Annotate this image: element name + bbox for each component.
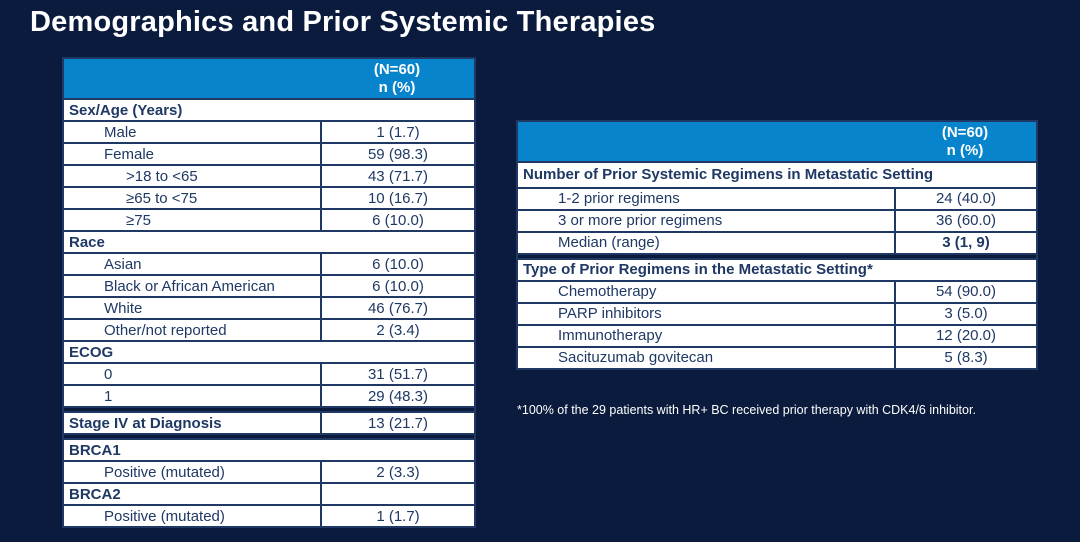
section-gap — [64, 408, 474, 412]
row-value: 2 (3.4) — [320, 320, 474, 341]
row-value: 3 (1, 9) — [894, 232, 1036, 253]
section-label: Sex/Age (Years) — [69, 101, 183, 119]
row-value: 59 (98.3) — [320, 144, 474, 165]
row-value: 10 (16.7) — [320, 188, 474, 209]
header-n-line1: (N=60) — [373, 61, 421, 78]
footnote: *100% of the 29 patients with HR+ BC rec… — [517, 403, 976, 417]
row-label: BRCA2 — [69, 485, 121, 503]
table-row: White 46 (76.7) — [64, 298, 474, 319]
row-label: 1 — [104, 387, 113, 405]
prior-therapies-table: (N=60) n (%) Number of Prior Systemic Re… — [516, 120, 1038, 370]
row-value: 43 (71.7) — [320, 166, 474, 187]
table-section-row: Type of Prior Regimens in the Metastatic… — [518, 259, 1036, 280]
section-gap — [518, 254, 1036, 258]
table-row: BRCA2 — [64, 484, 474, 505]
table-row: 1 29 (48.3) — [64, 386, 474, 407]
table-row: Stage IV at Diagnosis 13 (21.7) — [64, 413, 474, 434]
row-label: >18 to <65 — [126, 167, 198, 185]
table-row: Positive (mutated) 2 (3.3) — [64, 462, 474, 483]
row-label: White — [104, 299, 143, 317]
table-row: Other/not reported 2 (3.4) — [64, 320, 474, 341]
table-row: ≥65 to <75 10 (16.7) — [64, 188, 474, 209]
table-row: 3 or more prior regimens 36 (60.0) — [518, 210, 1036, 231]
prior-therapies-table-header-row: (N=60) n (%) — [518, 122, 1036, 162]
row-value: 1 (1.7) — [320, 506, 474, 527]
section-label: Type of Prior Regimens in the Metastatic… — [523, 261, 873, 279]
table-row: Median (range) 3 (1, 9) — [518, 232, 1036, 253]
row-value: 2 (3.3) — [320, 462, 474, 483]
row-value: 54 (90.0) — [894, 281, 1036, 302]
table-section-row: Number of Prior Systemic Regimens in Met… — [518, 163, 1036, 187]
table-row: Immunotherapy 12 (20.0) — [518, 325, 1036, 346]
row-label: Female — [104, 145, 155, 163]
row-value: 24 (40.0) — [894, 188, 1036, 209]
table-row: Positive (mutated) 1 (1.7) — [64, 506, 474, 527]
row-value: 6 (10.0) — [320, 276, 474, 297]
table-row: Female 59 (98.3) — [64, 144, 474, 165]
row-value: 12 (20.0) — [894, 325, 1036, 346]
section-label: BRCA1 — [69, 441, 121, 459]
demographics-table: (N=60) n (%) Sex/Age (Years) Male 1 (1.7) F… — [62, 57, 476, 529]
table-row: PARP inhibitors 3 (5.0) — [518, 303, 1036, 324]
header-n-line2: n (%) — [946, 141, 984, 159]
table-section-row: Race — [64, 232, 474, 253]
table-section-row: Sex/Age (Years) — [64, 100, 474, 121]
row-label: PARP inhibitors — [558, 305, 662, 323]
row-label: Median (range) — [558, 234, 660, 252]
row-label: Chemotherapy — [558, 283, 657, 301]
table-row: >18 to <65 43 (71.7) — [64, 166, 474, 187]
table-row: 1-2 prior regimens 24 (40.0) — [518, 188, 1036, 209]
table-row: Asian 6 (10.0) — [64, 254, 474, 275]
row-label: 0 — [104, 365, 113, 383]
row-label: Stage IV at Diagnosis — [69, 414, 222, 432]
row-value: 6 (10.0) — [320, 210, 474, 231]
row-value: 1 (1.7) — [320, 122, 474, 143]
row-value: 36 (60.0) — [894, 210, 1036, 231]
page-title: Demographics and Prior Systemic Therapie… — [30, 6, 656, 38]
row-label: Black or African American — [104, 277, 275, 295]
header-n-line1: (N=60) — [941, 124, 989, 141]
row-value: 46 (76.7) — [320, 298, 474, 319]
row-label: Positive (mutated) — [104, 463, 225, 481]
row-value: 3 (5.0) — [894, 303, 1036, 324]
table-section-row: BRCA1 — [64, 440, 474, 461]
row-label: Other/not reported — [104, 321, 227, 339]
row-value: 29 (48.3) — [320, 386, 474, 407]
row-label: Immunotherapy — [558, 327, 663, 345]
section-gap — [64, 435, 474, 439]
header-n-cell: (N=60) n (%) — [894, 122, 1036, 161]
row-label: ≥75 — [126, 211, 151, 229]
header-n-cell: (N=60) n (%) — [320, 59, 474, 98]
row-label: Asian — [104, 255, 142, 273]
row-value: 5 (8.3) — [894, 347, 1036, 368]
section-label: Number of Prior Systemic Regimens in Met… — [523, 166, 934, 184]
table-row: Chemotherapy 54 (90.0) — [518, 281, 1036, 302]
row-label: ≥65 to <75 — [126, 189, 198, 207]
table-row: Sacituzumab govitecan 5 (8.3) — [518, 347, 1036, 368]
table-row: ≥75 6 (10.0) — [64, 210, 474, 231]
demographics-table-header-row: (N=60) n (%) — [64, 59, 474, 99]
header-n-line2: n (%) — [378, 78, 416, 96]
table-row: Male 1 (1.7) — [64, 122, 474, 143]
row-label: Male — [104, 123, 137, 141]
table-row: Black or African American 6 (10.0) — [64, 276, 474, 297]
row-value: 31 (51.7) — [320, 364, 474, 385]
row-label: Sacituzumab govitecan — [558, 349, 714, 367]
row-value — [320, 484, 474, 505]
section-label: ECOG — [69, 343, 114, 361]
row-value: 13 (21.7) — [320, 413, 474, 434]
table-section-row: ECOG — [64, 342, 474, 363]
row-value: 6 (10.0) — [320, 254, 474, 275]
section-label: Race — [69, 233, 105, 251]
row-label: 3 or more prior regimens — [558, 212, 723, 230]
table-row: 0 31 (51.7) — [64, 364, 474, 385]
row-label: Positive (mutated) — [104, 507, 225, 525]
row-label: 1-2 prior regimens — [558, 190, 680, 208]
